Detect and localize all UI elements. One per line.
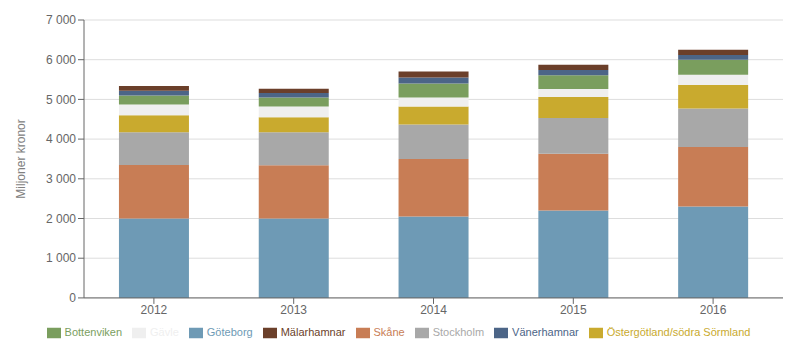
svg-text:5 000: 5 000 [46, 93, 76, 107]
svg-text:6 000: 6 000 [46, 53, 76, 67]
svg-text:2 000: 2 000 [46, 212, 76, 226]
html-text:Göteborg: Göteborg [206, 325, 253, 338]
html-text:Skåne: Skåne [373, 325, 405, 338]
svg-text:2016: 2016 [700, 303, 727, 317]
svg-text:Miljoner kronor: Miljoner kronor [14, 119, 28, 198]
html-text:Bottenviken: Bottenviken [64, 325, 123, 338]
svg-text:2012: 2012 [141, 303, 168, 317]
svg-text:0: 0 [69, 291, 76, 305]
svg-text:2013: 2013 [280, 303, 307, 317]
svg-text:4 000: 4 000 [46, 132, 76, 146]
html-text:Vänerhamnar: Vänerhamnar [512, 325, 579, 338]
svg-text:7 000: 7 000 [46, 13, 76, 27]
svg-text:2015: 2015 [560, 303, 587, 317]
svg-text:2014: 2014 [420, 303, 447, 317]
html-text:Östergötland/södra Sörmland: Östergötland/södra Sörmland [606, 325, 751, 338]
html-text:Stockholm: Stockholm [432, 325, 485, 338]
html-text:Mälarhamnar: Mälarhamnar [280, 325, 346, 338]
svg-text:1 000: 1 000 [46, 251, 76, 265]
svg-text:3 000: 3 000 [46, 172, 76, 186]
html-text:Gävle: Gävle [150, 325, 179, 338]
